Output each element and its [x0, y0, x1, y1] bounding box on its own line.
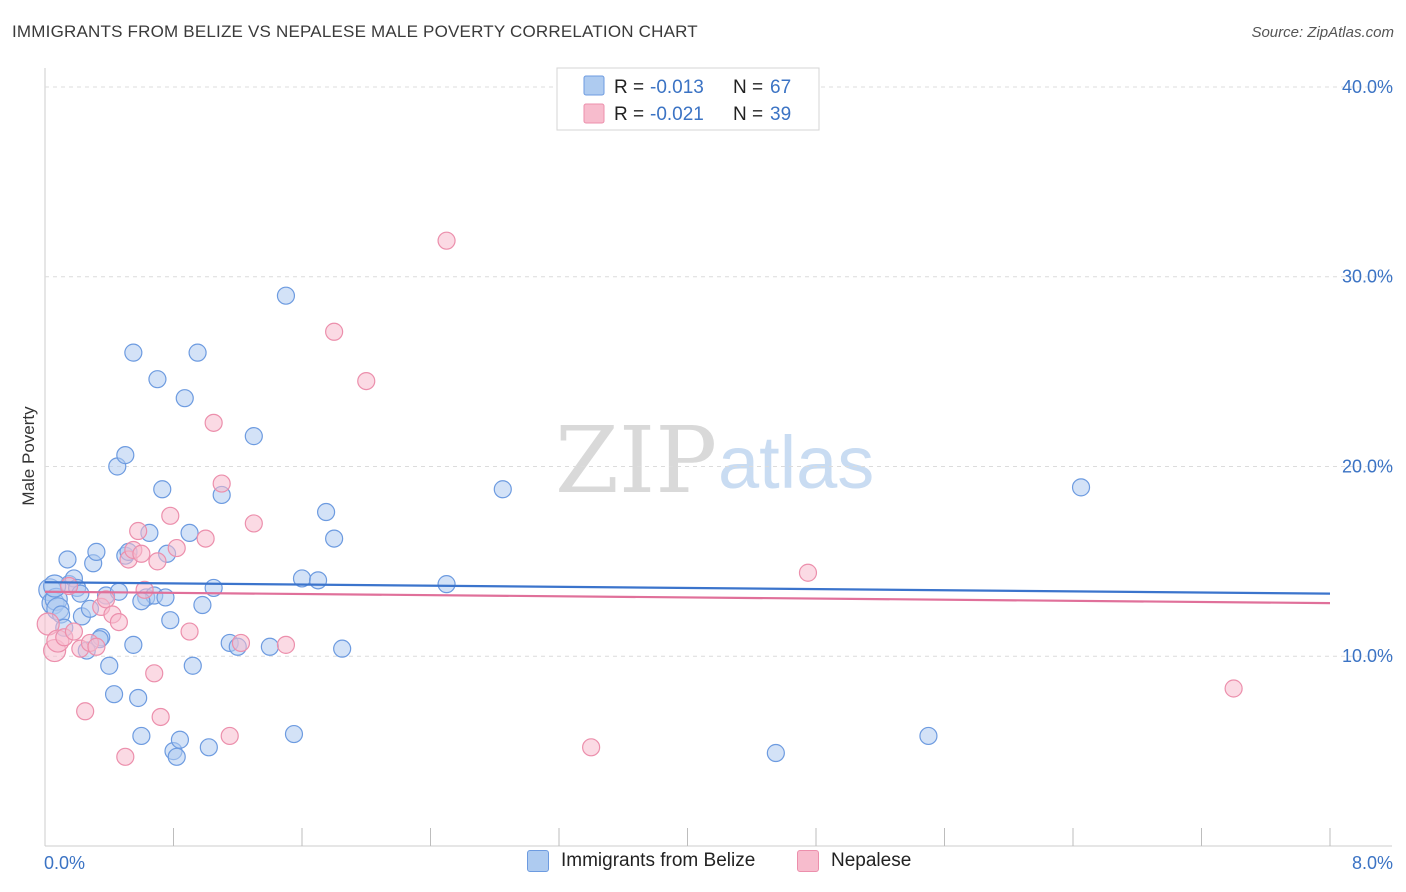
- nepalese-point: [148, 552, 167, 571]
- belize-point: [1071, 478, 1091, 497]
- nepalese-point: [64, 622, 84, 641]
- belize-point: [58, 550, 77, 569]
- belize-point: [180, 523, 199, 543]
- legend-item-nepalese[interactable]: Nepalese: [797, 850, 911, 872]
- legend-swatch-belize: [527, 850, 549, 872]
- source-label: Source: ZipAtlas.com: [1251, 24, 1394, 41]
- nepalese-point: [357, 371, 376, 391]
- nepalese-point: [220, 726, 239, 746]
- nepalese-point: [276, 635, 296, 654]
- x-tick-label-min: 0.0%: [44, 853, 85, 873]
- legend-label-belize: Immigrants from Belize: [561, 850, 756, 871]
- nepalese-point: [582, 738, 601, 757]
- belize-point: [493, 480, 512, 499]
- belize-point: [276, 286, 296, 305]
- nepalese-point: [145, 664, 164, 683]
- gridlines: [45, 86, 1392, 657]
- x-tick-label-max: 8.0%: [1352, 853, 1393, 873]
- belize-point: [188, 343, 207, 362]
- belize-point: [183, 656, 202, 675]
- nepalese-point: [151, 707, 170, 727]
- y-tick-label: 20.0%: [1342, 456, 1393, 476]
- stats-r-value-belize: -0.013: [650, 77, 704, 98]
- nepalese-point: [244, 514, 263, 533]
- nepalese-point: [180, 622, 199, 641]
- belize-point: [132, 726, 151, 746]
- belize-point: [148, 370, 167, 389]
- y-axis-label: Male Poverty: [19, 406, 38, 506]
- belize-point: [199, 738, 218, 757]
- y-tick-labels: 10.0% 20.0% 30.0% 40.0%: [1342, 77, 1393, 666]
- legend-label-nepalese: Nepalese: [831, 850, 912, 871]
- belize-point: [325, 529, 344, 548]
- nepalese-point: [798, 563, 818, 582]
- trendlines: [44, 581, 1331, 605]
- y-tick-label: 40.0%: [1342, 77, 1393, 97]
- belize-point: [161, 611, 180, 630]
- stats-n-value-nepalese: 39: [770, 104, 791, 125]
- belize-point: [260, 637, 279, 656]
- stats-n-label-nepalese: N =: [733, 104, 763, 125]
- belize-point: [87, 542, 106, 561]
- belize-point: [333, 639, 352, 658]
- stats-n-label-belize: N =: [733, 77, 763, 98]
- belize-point: [175, 389, 194, 408]
- belize-point: [170, 730, 190, 749]
- nepalese-point: [196, 529, 215, 548]
- legend-swatch-nepalese: [797, 850, 819, 872]
- belize-point: [167, 747, 186, 766]
- nepalese-point: [1224, 679, 1243, 698]
- trendline-nepalese: [44, 590, 1331, 605]
- chart-title: IMMIGRANTS FROM BELIZE VS NEPALESE MALE …: [12, 22, 698, 41]
- nepalese-point: [161, 506, 180, 525]
- belize-point: [124, 635, 143, 654]
- nepalese-point: [132, 544, 151, 563]
- stats-r-label-belize: R =: [614, 77, 644, 98]
- nepalese-point: [212, 474, 231, 493]
- belize-point: [437, 575, 456, 594]
- stats-swatch-nepalese: [583, 103, 605, 124]
- nepalese-point: [204, 413, 223, 432]
- nepalese-point: [76, 702, 95, 721]
- nepalese-point: [116, 747, 135, 766]
- stats-r-value-nepalese: -0.021: [650, 104, 704, 125]
- stats-n-value-belize: 67: [770, 77, 791, 98]
- series-nepalese-points: [36, 231, 1243, 766]
- trendline-belize: [44, 581, 1331, 595]
- x-ticks: [173, 828, 1331, 846]
- belize-point: [244, 427, 263, 446]
- nepalese-point: [109, 612, 128, 632]
- nepalese-point: [437, 231, 456, 250]
- belize-point: [308, 571, 328, 590]
- stats-legend: R = -0.013 N = 67 R = -0.021 N = 39: [556, 67, 820, 131]
- legend-item-belize[interactable]: Immigrants from Belize: [527, 850, 755, 872]
- nepalese-point: [135, 580, 154, 599]
- belize-point: [156, 588, 175, 607]
- belize-point: [193, 595, 212, 615]
- nepalese-point: [325, 322, 344, 341]
- belize-point: [316, 502, 336, 522]
- belize-point: [766, 743, 785, 763]
- nepalese-point: [167, 538, 186, 558]
- belize-point: [129, 688, 148, 708]
- y-tick-label: 30.0%: [1342, 267, 1393, 287]
- y-tick-label: 10.0%: [1342, 646, 1393, 666]
- belize-point: [284, 724, 304, 744]
- belize-point: [919, 726, 938, 746]
- stats-r-label-nepalese: R =: [614, 104, 644, 125]
- stats-swatch-belize: [583, 75, 605, 96]
- nepalese-point: [96, 590, 116, 609]
- belize-point: [104, 685, 124, 704]
- belize-point: [153, 480, 172, 499]
- watermark-atlas: atlas: [718, 421, 874, 504]
- nepalese-point: [87, 637, 106, 656]
- belize-point: [116, 446, 135, 465]
- series-belize-points: [38, 286, 1091, 766]
- belize-point: [124, 343, 143, 362]
- nepalese-point: [231, 633, 251, 653]
- nepalese-point: [129, 521, 148, 541]
- watermark-zip: ZIP: [555, 407, 717, 514]
- belize-point: [100, 656, 119, 675]
